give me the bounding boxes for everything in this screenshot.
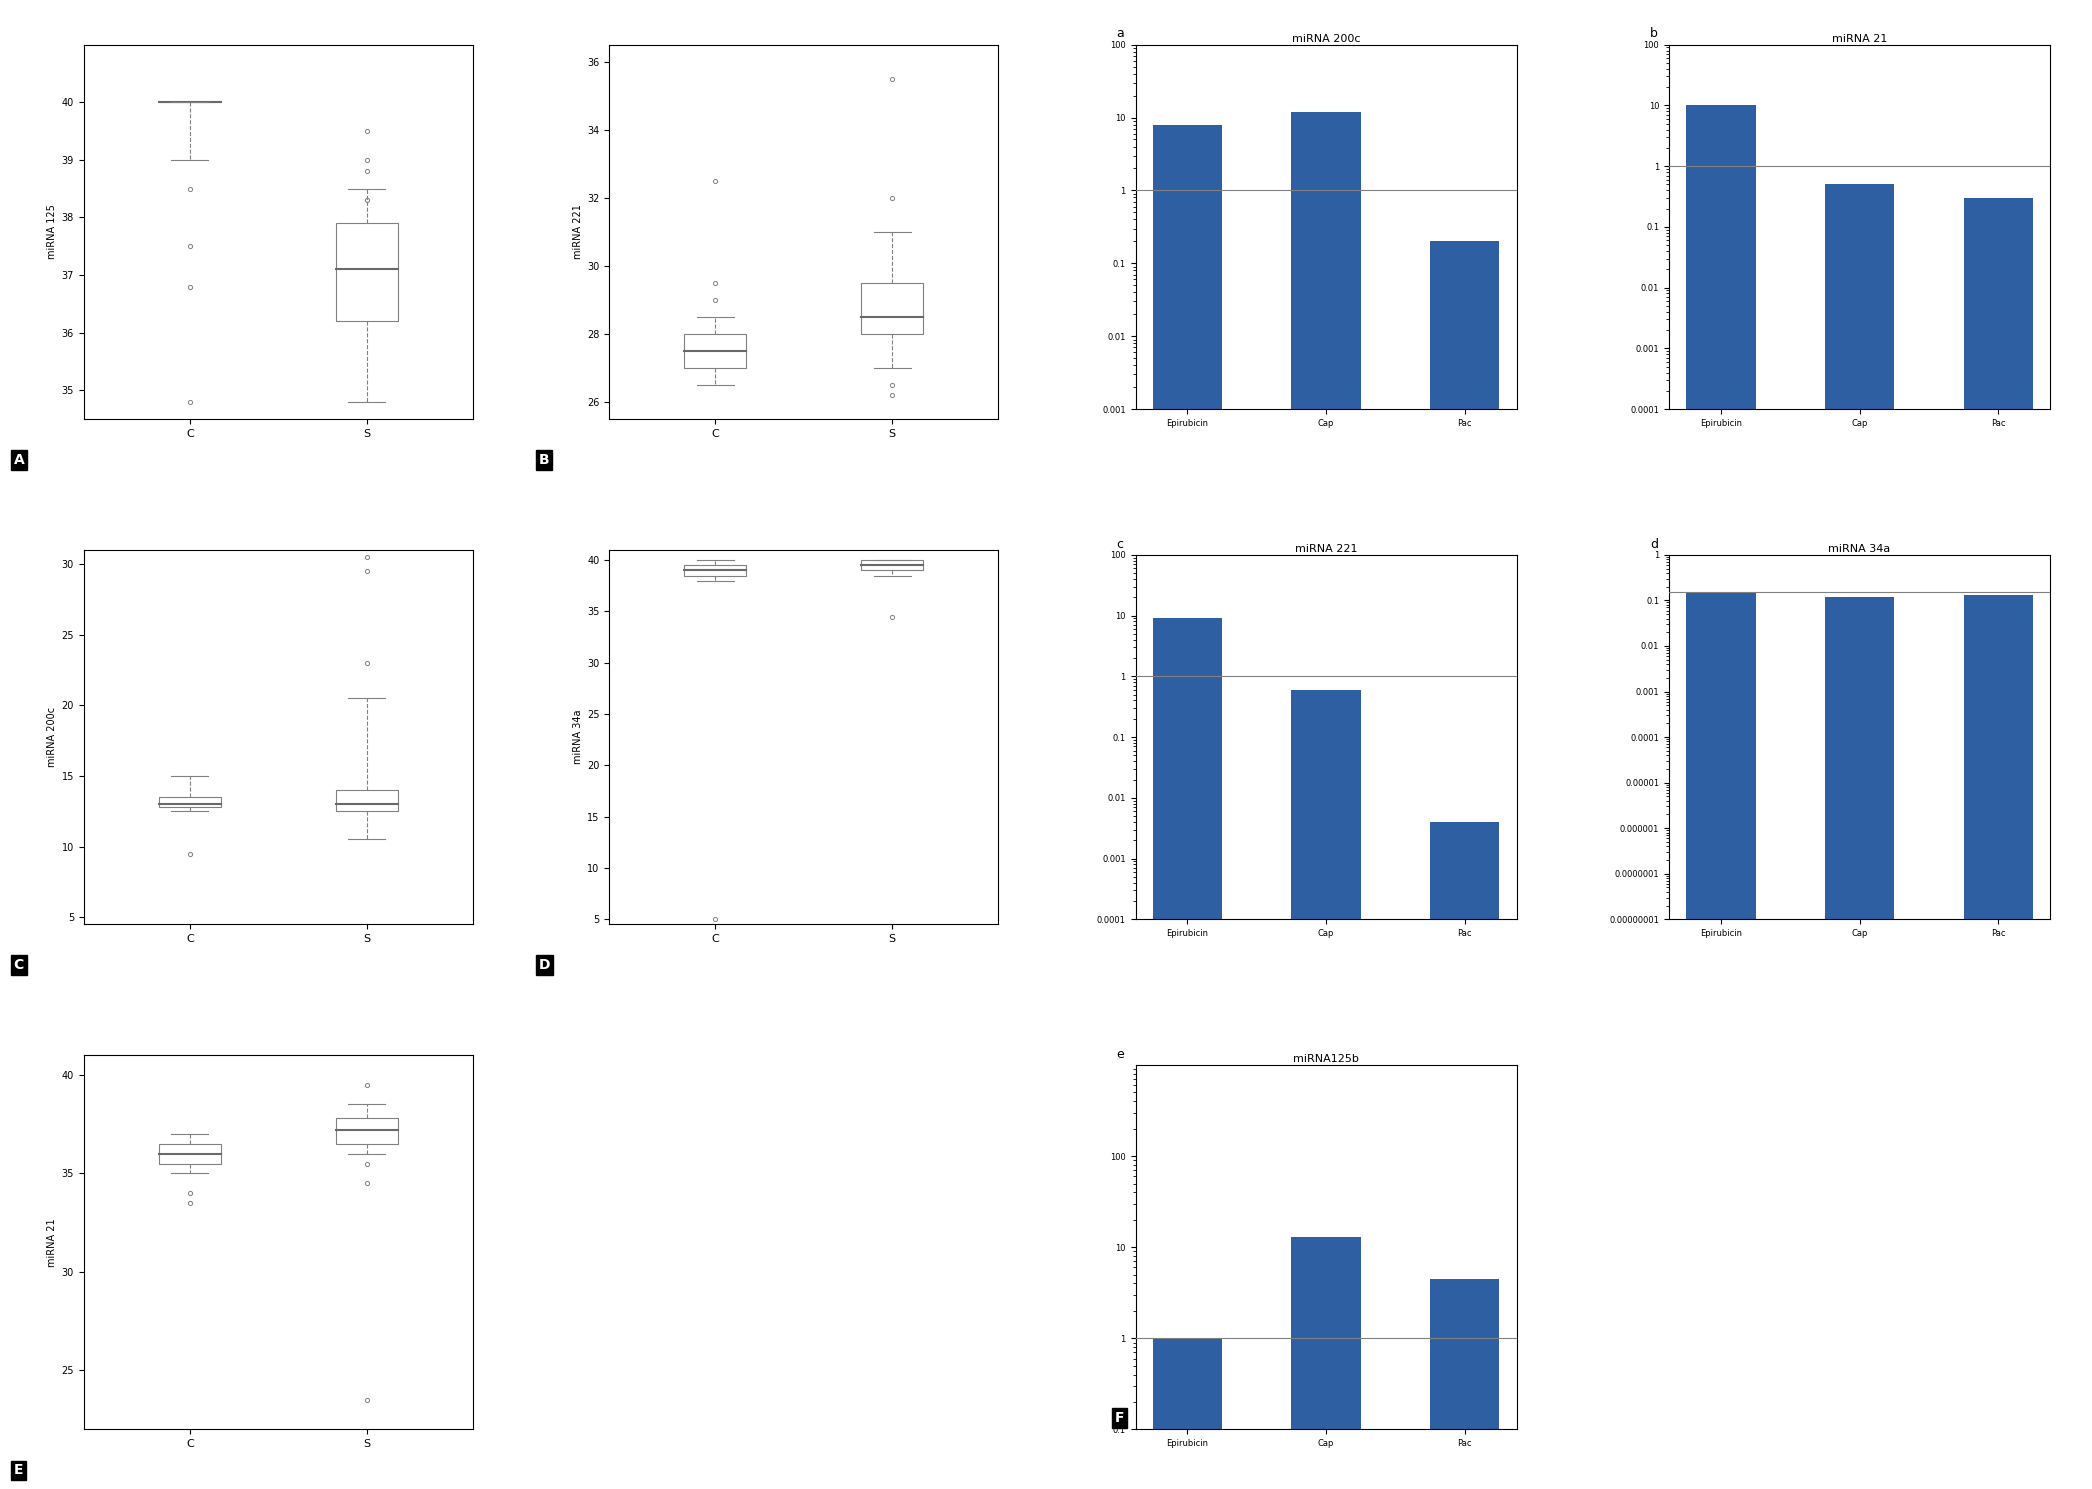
Bar (1431, 1279, 1500, 1489)
Bar (1964, 596, 2033, 1489)
Title: miRNA 34a: miRNA 34a (1828, 543, 1891, 554)
Title: miRNA 200c: miRNA 200c (1293, 34, 1360, 43)
Title: miRNA125b: miRNA125b (1293, 1054, 1360, 1065)
Bar (1686, 593, 1755, 1489)
FancyBboxPatch shape (337, 223, 397, 322)
Title: miRNA 221: miRNA 221 (1295, 543, 1358, 554)
Bar (1824, 597, 1893, 1489)
FancyBboxPatch shape (337, 1118, 397, 1144)
Y-axis label: miRNA 200c: miRNA 200c (48, 707, 56, 767)
Text: b: b (1651, 27, 1657, 40)
Text: F: F (1115, 1412, 1123, 1425)
Bar (1824, 185, 1893, 1489)
Y-axis label: miRNA 125: miRNA 125 (48, 204, 56, 259)
Text: C: C (15, 957, 23, 972)
FancyBboxPatch shape (684, 334, 747, 368)
Bar (1153, 125, 1222, 1489)
Text: a: a (1117, 27, 1123, 40)
FancyBboxPatch shape (862, 283, 923, 334)
Text: e: e (1117, 1048, 1123, 1060)
Bar (1153, 618, 1222, 1489)
Y-axis label: miRNA 221: miRNA 221 (573, 204, 584, 259)
Text: B: B (540, 453, 550, 468)
Text: D: D (540, 957, 550, 972)
Bar (1964, 198, 2033, 1489)
Title: miRNA 21: miRNA 21 (1833, 34, 1887, 43)
FancyBboxPatch shape (337, 791, 397, 812)
Bar (1431, 241, 1500, 1489)
Bar (1431, 822, 1500, 1489)
Bar (1686, 106, 1755, 1489)
Text: d: d (1651, 538, 1659, 551)
FancyBboxPatch shape (862, 560, 923, 570)
FancyBboxPatch shape (684, 566, 747, 576)
FancyBboxPatch shape (159, 1144, 222, 1163)
Y-axis label: miRNA 34a: miRNA 34a (573, 710, 584, 764)
Bar (1291, 689, 1360, 1489)
Text: A: A (15, 453, 25, 468)
Y-axis label: miRNA 21: miRNA 21 (48, 1218, 56, 1267)
Bar (1291, 1237, 1360, 1489)
Bar (1291, 112, 1360, 1489)
Text: E: E (15, 1464, 23, 1477)
Bar (1153, 1339, 1222, 1489)
Text: c: c (1117, 538, 1123, 551)
FancyBboxPatch shape (159, 797, 222, 807)
